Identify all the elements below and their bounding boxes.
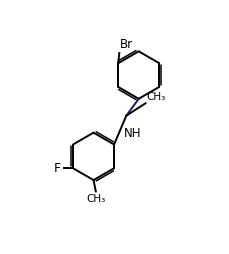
Text: CH₃: CH₃: [86, 194, 105, 204]
Text: CH₃: CH₃: [146, 92, 165, 102]
Text: F: F: [54, 162, 61, 175]
Text: NH: NH: [123, 126, 141, 139]
Text: Br: Br: [120, 38, 133, 52]
